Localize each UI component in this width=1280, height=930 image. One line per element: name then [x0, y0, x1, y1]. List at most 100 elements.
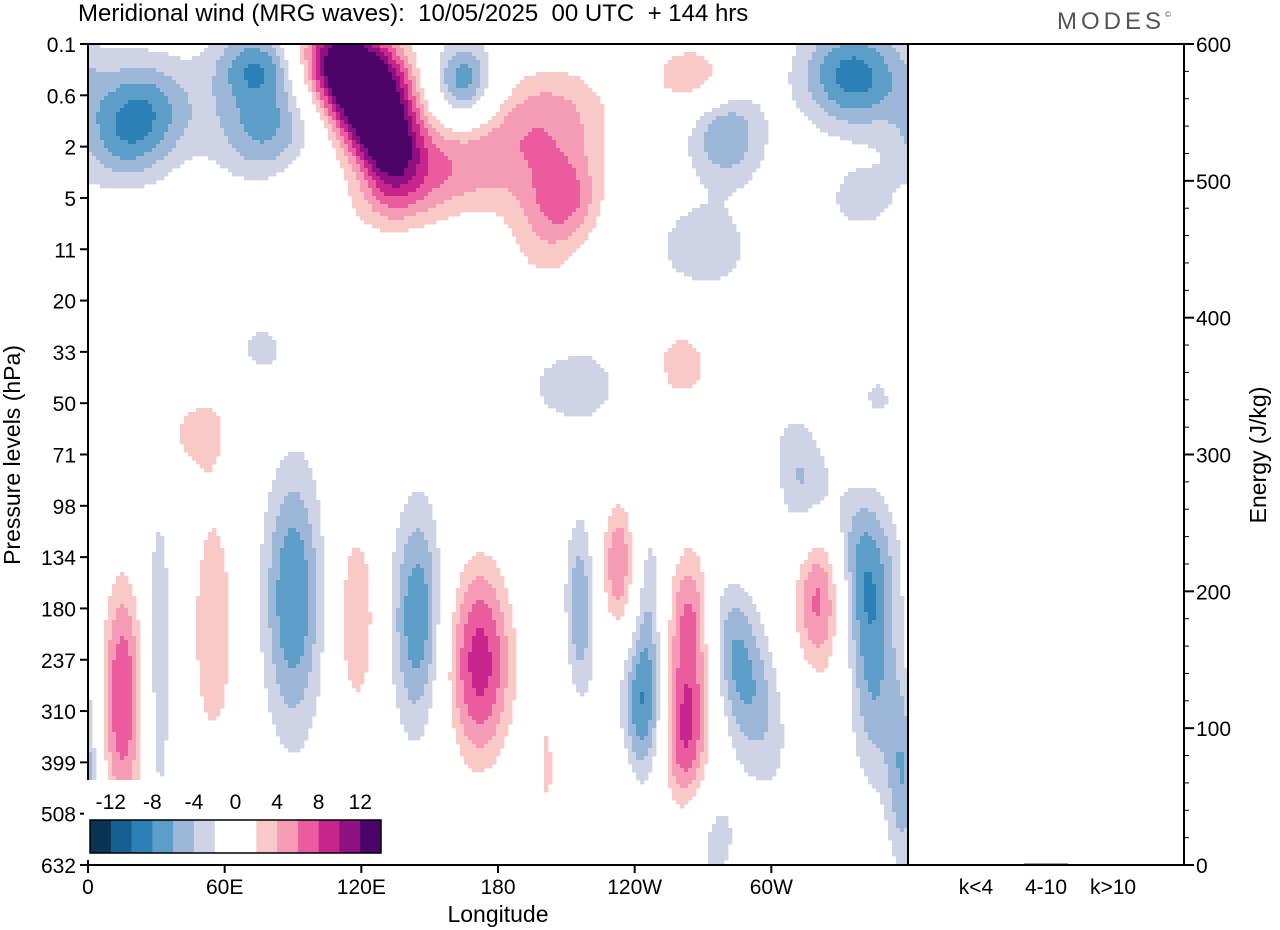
heatmap-cell	[296, 152, 301, 157]
heatmap-cell	[100, 56, 105, 61]
heatmap-cell	[400, 136, 405, 141]
heatmap-cell	[128, 180, 133, 185]
heatmap-cell	[108, 72, 113, 77]
heatmap-cell	[580, 100, 585, 105]
heatmap-cell	[372, 80, 377, 85]
heatmap-cell	[876, 176, 881, 181]
heatmap-cell	[284, 64, 289, 69]
heatmap-cell	[232, 112, 237, 117]
heatmap-cell	[456, 60, 461, 65]
heatmap-cell	[376, 176, 381, 181]
heatmap-cell	[228, 128, 233, 133]
heatmap-cell	[216, 112, 221, 117]
heatmap-cell	[492, 152, 497, 157]
heatmap-cell	[408, 68, 413, 73]
heatmap-cell	[548, 124, 553, 129]
heatmap-cell	[552, 172, 557, 177]
heatmap-cell	[120, 60, 125, 65]
heatmap-cell	[600, 112, 605, 117]
heatmap-cell	[156, 116, 161, 121]
heatmap-cell	[480, 48, 485, 53]
heatmap-cell	[420, 172, 425, 177]
heatmap-cell	[136, 116, 141, 121]
heatmap-cell	[188, 124, 193, 129]
heatmap-cell	[520, 184, 525, 189]
heatmap-cell	[120, 176, 125, 181]
heatmap-cell	[128, 152, 133, 157]
heatmap-cell	[380, 112, 385, 117]
heatmap-cell	[724, 128, 729, 133]
heatmap-cell	[864, 52, 869, 57]
heatmap-cell	[736, 124, 741, 129]
heatmap-cell	[384, 168, 389, 173]
heatmap-cell	[452, 84, 457, 89]
heatmap-cell	[128, 64, 133, 69]
heatmap-cell	[388, 56, 393, 61]
heatmap-cell	[96, 144, 101, 149]
heatmap-cell	[844, 52, 849, 57]
heatmap-cell	[876, 92, 881, 97]
heatmap-cell	[392, 52, 397, 57]
heatmap-cell	[596, 128, 601, 133]
heatmap-cell	[556, 128, 561, 133]
heatmap-cell	[176, 104, 181, 109]
heatmap-cell	[532, 156, 537, 161]
heatmap-cell	[828, 88, 833, 93]
heatmap-cell	[316, 88, 321, 93]
heatmap-cell	[396, 140, 401, 145]
heatmap-cell	[404, 180, 409, 185]
heatmap-cell	[216, 44, 221, 49]
heatmap-cell	[388, 72, 393, 77]
heatmap-cell	[552, 184, 557, 189]
heatmap-cell	[792, 68, 797, 73]
heatmap-cell	[828, 132, 833, 137]
heatmap-cell	[868, 80, 873, 85]
heatmap-cell	[320, 100, 325, 105]
heatmap-cell	[800, 72, 805, 77]
heatmap-cell	[136, 148, 141, 153]
heatmap-cell	[204, 128, 209, 133]
heatmap-cell	[692, 132, 697, 137]
heatmap-cell	[164, 112, 169, 117]
heatmap-cell	[800, 104, 805, 109]
heatmap-cell	[208, 84, 213, 89]
heatmap-cell	[152, 92, 157, 97]
heatmap-cell	[92, 120, 97, 125]
heatmap-cell	[544, 100, 549, 105]
heatmap-cell	[844, 104, 849, 109]
heatmap-cell	[536, 160, 541, 165]
heatmap-cell	[880, 52, 885, 57]
heatmap-cell	[900, 176, 905, 181]
heatmap-cell	[92, 140, 97, 145]
heatmap-cell	[284, 60, 289, 65]
heatmap-cell	[136, 84, 141, 89]
heatmap-cell	[136, 48, 141, 53]
heatmap-cell	[116, 116, 121, 121]
heatmap-cell	[324, 88, 329, 93]
heatmap-cell	[420, 180, 425, 185]
heatmap-cell	[836, 112, 841, 117]
heatmap-cell	[492, 140, 497, 145]
heatmap-cell	[392, 112, 397, 117]
heatmap-cell	[832, 60, 837, 65]
heatmap-cell	[116, 52, 121, 57]
heatmap-cell	[336, 100, 341, 105]
heatmap-cell	[900, 124, 905, 129]
heatmap-cell	[792, 56, 797, 61]
heatmap-cell	[312, 48, 317, 53]
heatmap-cell	[92, 72, 97, 77]
heatmap-cell	[720, 172, 725, 177]
heatmap-cell	[228, 52, 233, 57]
heatmap-cell	[720, 176, 725, 181]
heatmap-cell	[372, 168, 377, 173]
heatmap-cell	[860, 132, 865, 137]
heatmap-cell	[96, 140, 101, 145]
heatmap-cell	[280, 80, 285, 85]
heatmap-cell	[224, 144, 229, 149]
heatmap-cell	[508, 140, 513, 145]
heatmap-cell	[504, 184, 509, 189]
heatmap-cell	[440, 128, 445, 133]
heatmap-cell	[144, 156, 149, 161]
heatmap-cell	[392, 156, 397, 161]
heatmap-cell	[396, 68, 401, 73]
